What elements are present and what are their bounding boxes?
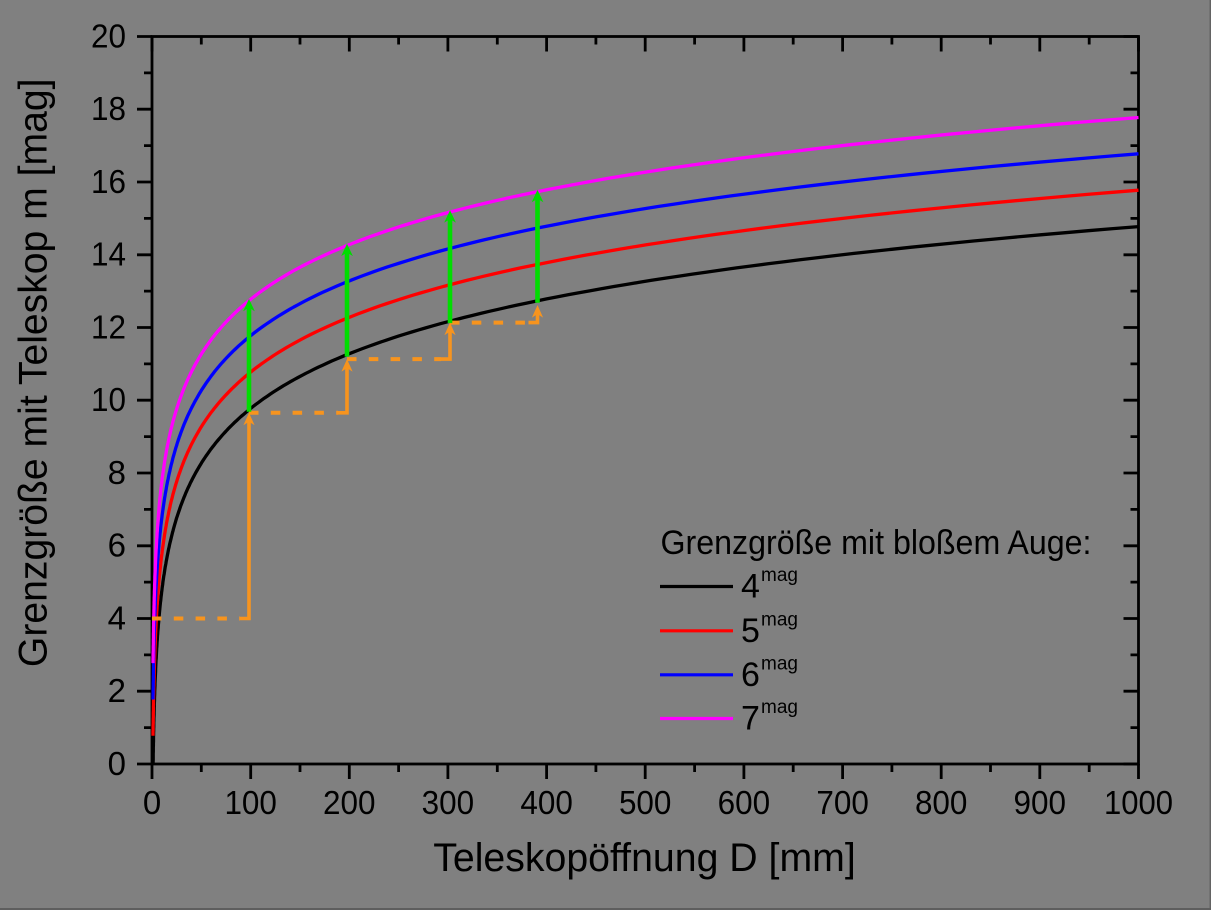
svg-text:20: 20 bbox=[91, 17, 126, 54]
svg-text:2: 2 bbox=[108, 672, 126, 709]
svg-text:8: 8 bbox=[108, 454, 126, 491]
svg-text:4: 4 bbox=[108, 599, 126, 636]
svg-text:200: 200 bbox=[323, 784, 376, 821]
svg-text:18: 18 bbox=[91, 90, 126, 127]
svg-text:1000: 1000 bbox=[1104, 784, 1173, 821]
svg-text:600: 600 bbox=[718, 784, 771, 821]
svg-text:0: 0 bbox=[143, 784, 161, 821]
svg-text:5: 5 bbox=[741, 612, 760, 650]
svg-text:400: 400 bbox=[520, 784, 573, 821]
svg-text:10: 10 bbox=[91, 381, 126, 418]
svg-text:300: 300 bbox=[422, 784, 475, 821]
svg-text:700: 700 bbox=[816, 784, 869, 821]
svg-text:mag: mag bbox=[761, 609, 798, 630]
svg-text:12: 12 bbox=[91, 308, 126, 345]
svg-text:4: 4 bbox=[741, 568, 760, 606]
svg-text:100: 100 bbox=[224, 784, 277, 821]
svg-text:14: 14 bbox=[91, 236, 126, 273]
svg-text:Grenzgröße mit Teleskop m [mag: Grenzgröße mit Teleskop m [mag] bbox=[11, 79, 55, 668]
svg-text:500: 500 bbox=[619, 784, 672, 821]
svg-text:800: 800 bbox=[915, 784, 968, 821]
svg-text:7: 7 bbox=[741, 700, 760, 738]
svg-text:0: 0 bbox=[108, 745, 126, 782]
svg-text:Teleskopöffnung D [mm]: Teleskopöffnung D [mm] bbox=[433, 836, 856, 880]
svg-text:900: 900 bbox=[1014, 784, 1067, 821]
svg-text:6: 6 bbox=[108, 527, 126, 564]
svg-text:6: 6 bbox=[741, 656, 760, 694]
svg-text:mag: mag bbox=[761, 697, 798, 718]
svg-text:mag: mag bbox=[761, 565, 798, 586]
svg-text:16: 16 bbox=[91, 163, 126, 200]
svg-text:Grenzgröße mit bloßem Auge:: Grenzgröße mit bloßem Auge: bbox=[661, 524, 1092, 562]
svg-text:mag: mag bbox=[761, 653, 798, 674]
